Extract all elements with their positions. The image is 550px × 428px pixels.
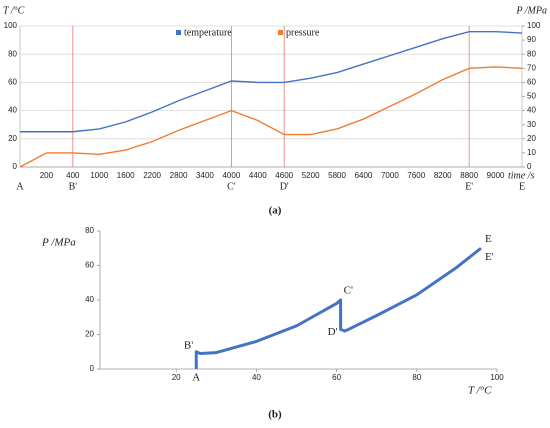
y-tick-label: 20 [8,134,17,143]
x-tick-label: 400 [66,171,80,180]
y2-tick-label: 100 [527,21,541,30]
x-axis-label: time /s [508,170,534,181]
y2-tick-label: 80 [527,49,536,58]
x-tick-label: 2800 [170,171,188,180]
x-tick-label: 1000 [90,171,108,180]
y2-tick-label: 70 [527,63,536,72]
x-axis-label: T /°C [468,385,492,397]
x-tick-label: 8200 [434,171,452,180]
caption: (a) [269,205,282,217]
y-tick-label: 0 [13,162,18,171]
y-tick-label: 80 [8,49,17,58]
point-label: E' [485,251,494,263]
point-label: A [192,372,200,384]
x-tick-label: 3400 [196,171,214,180]
legend-label: pressure [286,27,320,38]
y-tick-label: 40 [8,106,17,115]
x-tick-label: 2200 [143,171,161,180]
y2-tick-label: 20 [527,134,536,143]
series-line [194,247,482,369]
marker-label: D' [280,181,289,192]
x-tick-label: 4600 [275,171,293,180]
y-tick-label: 0 [90,364,95,373]
y-tick-label: 60 [8,78,17,87]
point-label: B' [184,339,193,351]
x-tick-label: 80 [412,373,421,382]
y2-axis-label: P /MPa [515,5,547,16]
x-tick-label: 4400 [249,171,267,180]
y2-tick-label: 10 [527,148,536,157]
caption: (b) [268,409,282,421]
x-tick-label: 7600 [407,171,425,180]
y2-tick-label: 60 [527,78,536,87]
point-label: E [485,233,492,245]
x-tick-label: 9000 [487,171,505,180]
y2-tick-label: 50 [527,92,536,101]
y-tick-label: 80 [85,226,94,235]
x-tick-label: 200 [40,171,54,180]
series-line [20,30,523,133]
y-tick-label: 60 [85,261,94,270]
y2-tick-label: 30 [527,120,536,129]
x-tick-label: 20 [172,373,181,382]
legend-swatch [278,30,283,35]
y-tick-label: 40 [85,295,94,304]
y-tick-label: 20 [85,330,94,339]
marker-label: C' [227,181,236,192]
legend-label: temperature [184,27,232,38]
x-tick-label: 40 [252,373,261,382]
marker-label: E' [465,181,473,192]
x-tick-label: 6400 [355,171,373,180]
point-label: C' [344,285,353,297]
y2-tick-label: 90 [527,35,536,44]
x-tick-label: 60 [332,373,341,382]
marker-label: A [16,181,24,192]
y-tick-label: 100 [4,21,18,30]
x-tick-label: 4000 [222,171,240,180]
y2-tick-label: 0 [527,162,532,171]
series-line [19,66,523,168]
x-tick-label: 1600 [117,171,135,180]
marker-label: E [519,181,525,192]
y2-tick-label: 40 [527,106,536,115]
x-tick-label: 100 [490,373,504,382]
y-axis-label: P /MPa [41,237,76,249]
marker-label: B' [69,181,78,192]
y-axis-label: T /°C [3,5,25,16]
point-label: D' [328,326,338,338]
legend-swatch [176,30,181,35]
x-tick-label: 5200 [302,171,320,180]
x-tick-label: 8800 [460,171,478,180]
x-tick-label: 7000 [381,171,399,180]
x-tick-label: 5800 [328,171,346,180]
